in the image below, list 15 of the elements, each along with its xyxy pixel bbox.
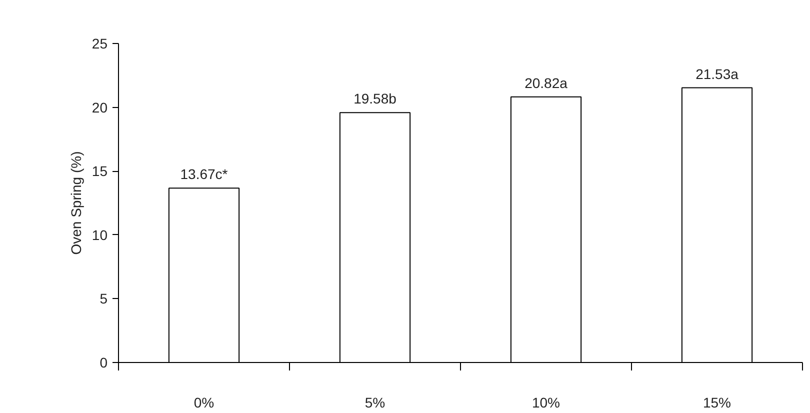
y-tick-label: 0 [100, 354, 108, 370]
data-label: 19.58b [354, 90, 397, 107]
y-tick-label: 5 [100, 290, 108, 307]
data-label: 13.67c* [180, 166, 228, 182]
y-tick-label: 10 [92, 226, 108, 243]
x-tick-label: 0% [194, 394, 214, 410]
x-tick-label: 15% [702, 394, 732, 410]
x-tick-label: 10% [532, 394, 560, 410]
y-tick-label: 25 [92, 36, 108, 52]
x-tick-label: 5% [364, 394, 386, 410]
data-label: 20.82a [524, 74, 568, 91]
y-axis-title: Oven Spring (%) [68, 151, 84, 255]
y-tick-label: 15 [92, 163, 108, 180]
y-tick-label: 20 [92, 99, 108, 116]
data-label: 21.53a [696, 66, 739, 82]
